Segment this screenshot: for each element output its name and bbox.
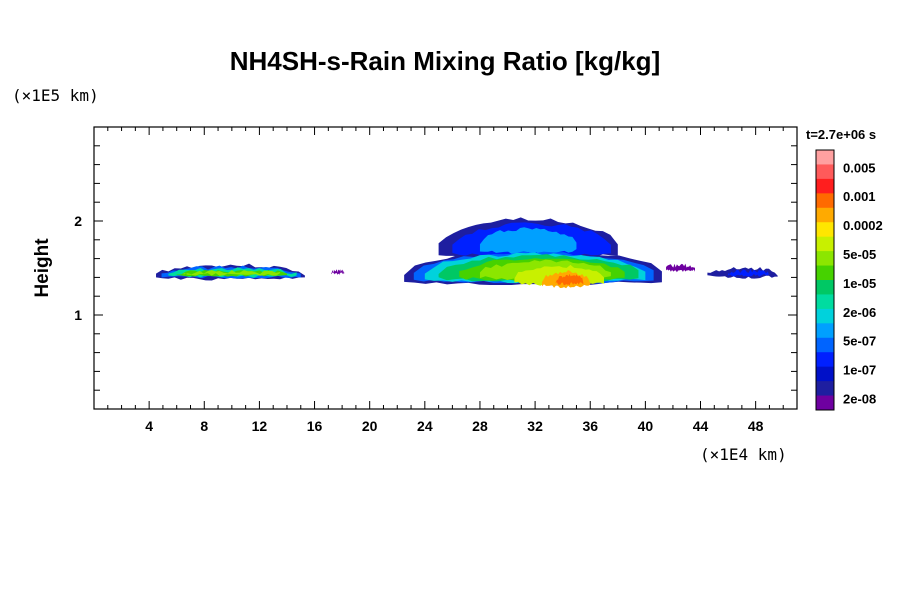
field-contour bbox=[555, 273, 584, 286]
colorbar-swatch bbox=[816, 352, 834, 368]
colorbar-label: 0.0002 bbox=[843, 218, 883, 233]
colorbar-swatch bbox=[816, 395, 834, 411]
x-tick-label: 32 bbox=[527, 418, 543, 434]
field-contour bbox=[331, 269, 345, 276]
x-axis-unit: (×1E4 km) bbox=[700, 445, 787, 464]
x-tick-label: 16 bbox=[307, 418, 323, 434]
colorbar-label: 1e-07 bbox=[843, 363, 876, 378]
colorbar-swatch bbox=[816, 280, 834, 295]
colorbar-swatch bbox=[816, 178, 834, 194]
mixing-ratio-field bbox=[156, 217, 778, 289]
y-axis-label: Height bbox=[32, 238, 53, 298]
x-tick-label: 48 bbox=[748, 418, 764, 434]
x-tick-label: 24 bbox=[417, 418, 433, 434]
y-tick-label: 1 bbox=[74, 307, 82, 323]
colorbar-frame bbox=[815, 149, 835, 411]
x-tick-label: 12 bbox=[252, 418, 268, 434]
y-axis-unit: (×1E5 km) bbox=[12, 86, 99, 105]
time-label: t=2.7e+06 s bbox=[806, 127, 877, 142]
colorbar-swatch bbox=[816, 164, 834, 180]
plot-frame bbox=[93, 126, 798, 410]
colorbar-label: 5e-07 bbox=[843, 334, 876, 349]
colorbar-label: 2e-06 bbox=[843, 305, 876, 320]
x-tick-label: 40 bbox=[638, 418, 654, 434]
colorbar-swatch bbox=[816, 265, 834, 281]
field-contour bbox=[666, 263, 695, 273]
colorbar-swatch bbox=[816, 251, 834, 267]
colorbar-label: 1e-05 bbox=[843, 276, 876, 291]
colorbar-swatch bbox=[816, 207, 834, 223]
x-tick-label: 8 bbox=[200, 418, 208, 434]
x-tick-label: 28 bbox=[472, 418, 488, 434]
x-tick-label: 4 bbox=[145, 418, 153, 434]
field-contour bbox=[728, 268, 770, 277]
y-tick-label: 2 bbox=[74, 213, 82, 229]
field-contour bbox=[479, 227, 577, 255]
colorbar-swatch bbox=[816, 294, 834, 310]
x-tick-label: 36 bbox=[582, 418, 598, 434]
colorbar-label: 0.001 bbox=[843, 189, 876, 204]
x-tick-label: 44 bbox=[693, 418, 709, 434]
colorbar-label: 2e-08 bbox=[843, 391, 876, 406]
colorbar-swatch bbox=[816, 222, 834, 238]
chart-title: NH4SH-s-Rain Mixing Ratio [kg/kg] bbox=[229, 46, 661, 76]
x-axis: 4 8 12 16 20 24 28 32 36 40 44 48 bbox=[107, 127, 784, 434]
colorbar-label: 5e-05 bbox=[843, 247, 876, 262]
colorbar-swatch bbox=[816, 193, 834, 209]
colorbar-label: 0.005 bbox=[843, 160, 876, 175]
colorbar: 0.005 0.001 0.0002 5e-05 1e-05 2e-06 5e-07 1e-0… bbox=[815, 149, 883, 411]
field-contour bbox=[183, 270, 281, 276]
colorbar-swatch bbox=[816, 236, 834, 252]
colorbar-swatch bbox=[816, 323, 834, 339]
colorbar-swatch bbox=[816, 308, 834, 324]
y-axis: 12 bbox=[74, 126, 797, 391]
colorbar-swatch bbox=[816, 150, 834, 165]
colorbar-swatch bbox=[816, 366, 834, 382]
colorbar-swatch bbox=[816, 381, 834, 397]
x-tick-label: 20 bbox=[362, 418, 378, 434]
colorbar-swatch bbox=[816, 337, 834, 353]
